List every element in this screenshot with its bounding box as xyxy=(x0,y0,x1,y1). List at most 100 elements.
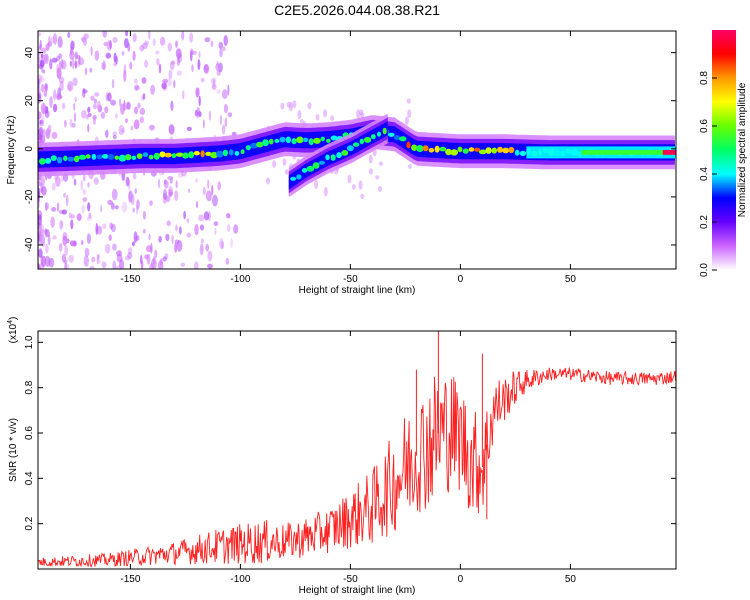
noise-speckle xyxy=(202,119,205,129)
noise-speckle xyxy=(92,116,97,126)
noise-speckle xyxy=(82,197,88,203)
noise-speckle xyxy=(69,118,73,128)
noise-speckle xyxy=(81,204,86,214)
noise-speckle xyxy=(219,114,222,126)
noise-speckle xyxy=(168,69,173,80)
noise-speckle xyxy=(212,78,215,88)
noise-speckle xyxy=(39,76,45,83)
noise-speckle xyxy=(51,207,57,212)
noise-speckle xyxy=(155,50,160,55)
noise-speckle xyxy=(73,102,76,111)
noise-speckle xyxy=(41,175,45,188)
noise-speckle xyxy=(133,119,140,130)
noise-speckle xyxy=(186,126,192,131)
noise-speckle xyxy=(104,243,111,254)
noise-speckle xyxy=(175,48,182,59)
noise-speckle xyxy=(83,38,87,46)
noise-speckle xyxy=(84,67,88,76)
noise-speckle xyxy=(134,106,138,115)
y-tick-label: 0.8 xyxy=(24,380,35,394)
noise-speckle xyxy=(78,55,81,66)
noise-speckle xyxy=(198,95,201,107)
noise-speckle xyxy=(59,242,63,252)
noise-speckle xyxy=(219,238,224,250)
noise-speckle xyxy=(102,31,107,38)
noise-speckle xyxy=(39,60,45,67)
noise-speckle xyxy=(191,64,194,72)
noise-speckle xyxy=(195,201,199,209)
noise-speckle xyxy=(170,100,174,112)
noise-speckle xyxy=(166,220,171,227)
x-tick-label: -50 xyxy=(343,274,358,285)
main-ridge-blob xyxy=(200,150,205,158)
branch-ridge-blob xyxy=(336,152,342,159)
noise-speckle xyxy=(174,242,178,253)
noise-speckle xyxy=(107,92,112,102)
noise-speckle xyxy=(132,33,137,43)
main-ridge-blob xyxy=(131,155,137,160)
noise-speckle xyxy=(165,233,170,242)
noise-speckle xyxy=(180,262,185,267)
noise-speckle xyxy=(292,100,297,109)
noise-speckle xyxy=(142,228,146,234)
main-ridge-blob xyxy=(39,158,46,165)
noise-speckle xyxy=(168,124,175,135)
main-ridge-blob xyxy=(485,147,492,154)
noise-speckle xyxy=(183,210,187,220)
noise-speckle xyxy=(68,212,72,219)
main-ridge-blob xyxy=(240,149,245,155)
noise-speckle xyxy=(122,104,127,111)
noise-speckle xyxy=(38,56,41,63)
main-ridge-blob xyxy=(245,145,251,151)
steady-band-core xyxy=(581,150,676,155)
noise-speckle xyxy=(142,42,148,50)
noise-speckle xyxy=(139,116,144,124)
noise-speckle xyxy=(284,169,289,175)
noise-speckle xyxy=(101,261,107,269)
spectrogram-frame xyxy=(37,30,677,270)
noise-speckle xyxy=(113,62,117,67)
noise-speckle xyxy=(351,184,356,190)
noise-speckle xyxy=(69,60,72,67)
noise-speckle xyxy=(41,115,45,124)
noise-speckle xyxy=(112,131,117,136)
noise-speckle xyxy=(222,124,226,135)
main-ridge-blob xyxy=(78,154,87,160)
noise-speckle xyxy=(211,184,214,196)
noise-speckle xyxy=(80,240,84,246)
noise-speckle xyxy=(111,223,116,233)
noise-speckle xyxy=(149,124,155,131)
main-ridge-blob xyxy=(399,136,407,142)
noise-speckle xyxy=(45,232,48,238)
main-ridge-blob xyxy=(153,152,160,160)
noise-speckle xyxy=(148,233,151,241)
main-ridge-blob xyxy=(474,147,481,152)
noise-speckle xyxy=(69,240,76,247)
noise-speckle xyxy=(61,59,67,70)
noise-speckle xyxy=(315,114,320,121)
noise-speckle xyxy=(134,85,141,90)
noise-speckle xyxy=(210,40,214,47)
noise-speckle xyxy=(41,186,47,196)
main-ridge-blob xyxy=(136,153,143,160)
noise-speckle xyxy=(358,180,363,190)
main-ridge-blob xyxy=(124,154,132,161)
noise-speckle xyxy=(133,231,138,243)
noise-speckle xyxy=(45,43,50,51)
noise-speckle xyxy=(61,102,66,110)
main-ridge-blob xyxy=(279,136,286,143)
noise-speckle xyxy=(142,210,146,220)
noise-speckle xyxy=(56,63,59,72)
noise-speckle xyxy=(221,89,228,100)
noise-speckle xyxy=(162,80,168,91)
noise-speckle xyxy=(406,98,411,104)
main-ridge-blob xyxy=(118,154,127,162)
noise-speckle xyxy=(162,192,168,204)
noise-speckle xyxy=(186,218,190,223)
noise-speckle xyxy=(72,58,75,70)
noise-speckle xyxy=(64,263,70,269)
y-tick-label: 20 xyxy=(24,95,35,107)
noise-speckle xyxy=(100,205,103,213)
main-ridge-blob xyxy=(434,145,440,153)
noise-speckle xyxy=(144,59,149,68)
